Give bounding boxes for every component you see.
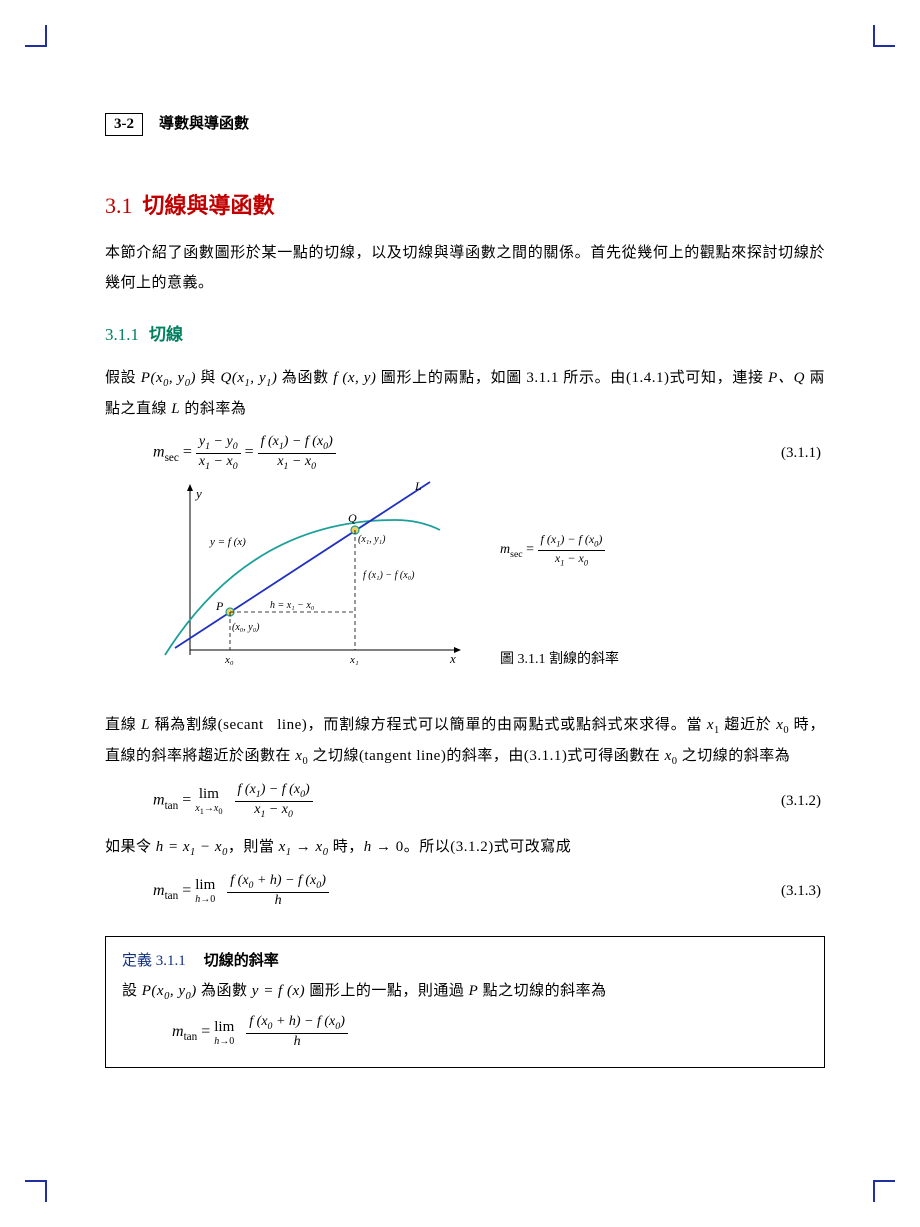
svg-text:Q: Q [348, 511, 357, 525]
def-b: 為函數 [197, 983, 252, 999]
eq311-num: (3.1.1) [781, 445, 825, 462]
fxy: f (x, y) [333, 370, 376, 386]
page-content: 3-2 導數與導函數 3.1 切線與導函數 本節介紹了函數圖形於某一點的切線，以… [105, 112, 825, 1068]
svg-text:f (x₁) − f (x₀): f (x₁) − f (x₀) [363, 570, 415, 581]
para1-b: 與 [196, 370, 221, 386]
para1: 假設 P(x0, y0) 與 Q(x1, y1) 為函數 f (x, y) 圖形… [105, 363, 825, 424]
h2-num: 3.1.1 [105, 325, 139, 344]
para1-c: 為函數 [277, 370, 333, 386]
def-a: 設 [122, 983, 142, 999]
crop-mark-tl [25, 25, 47, 47]
svg-text:L: L [414, 479, 422, 493]
definition-box: 定義 3.1.1 切線的斜率 設 P(x0, y0) 為函數 y = f (x)… [105, 936, 825, 1068]
h2-text: 切線 [149, 325, 183, 344]
para1-d: 圖形上的兩點，如圖 3.1.1 所示。由(1.4.1)式可知，連接 [376, 370, 768, 386]
eq312-body: mtan = limx1→x0 f (x1) − f (x0)x1 − x0 [105, 782, 781, 820]
def-body: 設 P(x0, y0) 為函數 y = f (x) 圖形上的一點，則通過 P 點… [122, 978, 808, 1007]
svg-text:x: x [449, 651, 456, 666]
para3-c: 時， [328, 839, 363, 855]
def-num: 定義 3.1.1 [122, 953, 186, 969]
eq313-num: (3.1.3) [781, 883, 825, 900]
crop-mark-tr [873, 25, 895, 47]
equation-313: mtan = limh→0 f (x0 + h) − f (x0)h (3.1.… [105, 873, 825, 909]
figure-side-equation: msec = f (x1) − f (x0)x1 − x0 [500, 532, 605, 568]
h1-num: 3.1 [105, 193, 133, 218]
chapter-title: 導數與導函數 [159, 116, 249, 132]
para3-b: ，則當 [228, 839, 279, 855]
figure-311: y x L y = f (x) P Q (x₁, y₁) (x₀, y₀) h … [160, 480, 825, 680]
h1-text: 切線與導函數 [143, 193, 275, 218]
svg-text:(x₁, y₁): (x₁, y₁) [358, 534, 386, 545]
equation-311: msec = y1 − y0x1 − x0 = f (x1) − f (x0)x… [105, 434, 825, 472]
crop-mark-br [873, 1180, 895, 1202]
subsection-heading: 3.1.1 切線 [105, 320, 825, 345]
PQ: P、Q [768, 370, 805, 386]
chapter-num: 3-2 [105, 113, 143, 136]
eq313-body: mtan = limh→0 f (x0 + h) − f (x0)h [105, 873, 781, 909]
para1-a: 假設 [105, 370, 141, 386]
chapter-row: 3-2 導數與導函數 [105, 112, 825, 136]
para1-f: 的斜率為 [180, 401, 246, 417]
eq312-num: (3.1.2) [781, 793, 825, 810]
equation-312: mtan = limx1→x0 f (x1) − f (x0)x1 − x0 (… [105, 782, 825, 820]
svg-text:y = f (x): y = f (x) [209, 536, 246, 548]
P-label: P(x0, y0) [141, 370, 196, 386]
svg-text:h = x₁ − x₀: h = x₁ − x₀ [270, 600, 315, 611]
eq311-body: msec = y1 − y0x1 − x0 = f (x1) − f (x0)x… [105, 434, 781, 472]
crop-mark-bl [25, 1180, 47, 1202]
svg-text:x₁: x₁ [349, 654, 359, 666]
figure-caption: 圖 3.1.1 割線的斜率 [500, 648, 619, 668]
L: L [171, 401, 180, 417]
svg-text:(x₀, y₀): (x₀, y₀) [232, 622, 260, 633]
def-title: 切線的斜率 [204, 953, 279, 969]
figure-svg: y x L y = f (x) P Q (x₁, y₁) (x₀, y₀) h … [160, 480, 470, 675]
def-equation: mtan = limh→0 f (x0 + h) − f (x0)h [122, 1014, 808, 1050]
svg-text:x₀: x₀ [224, 654, 234, 666]
Q-label: Q(x1, y1) [221, 370, 278, 386]
para2: 直線 L 稱為割線(secant line)，而割線方程式可以簡單的由兩點式或點… [105, 710, 825, 772]
para3-d: 。所以(3.1.2)式可改寫成 [404, 839, 572, 855]
svg-text:P: P [215, 599, 224, 613]
para3-a: 如果令 [105, 839, 156, 855]
svg-text:y: y [194, 486, 202, 501]
intro-paragraph: 本節介紹了函數圖形於某一點的切線，以及切線與導函數之間的關係。首先從幾何上的觀點… [105, 238, 825, 298]
def-c: 圖形上的一點，則通過 [305, 983, 469, 999]
def-d: 點之切線的斜率為 [478, 983, 606, 999]
section-heading: 3.1 切線與導函數 [105, 188, 825, 220]
para3: 如果令 h = x1 − x0，則當 x1 → x0 時，h → 0。所以(3.… [105, 832, 825, 863]
def-title-row: 定義 3.1.1 切線的斜率 [122, 949, 808, 970]
